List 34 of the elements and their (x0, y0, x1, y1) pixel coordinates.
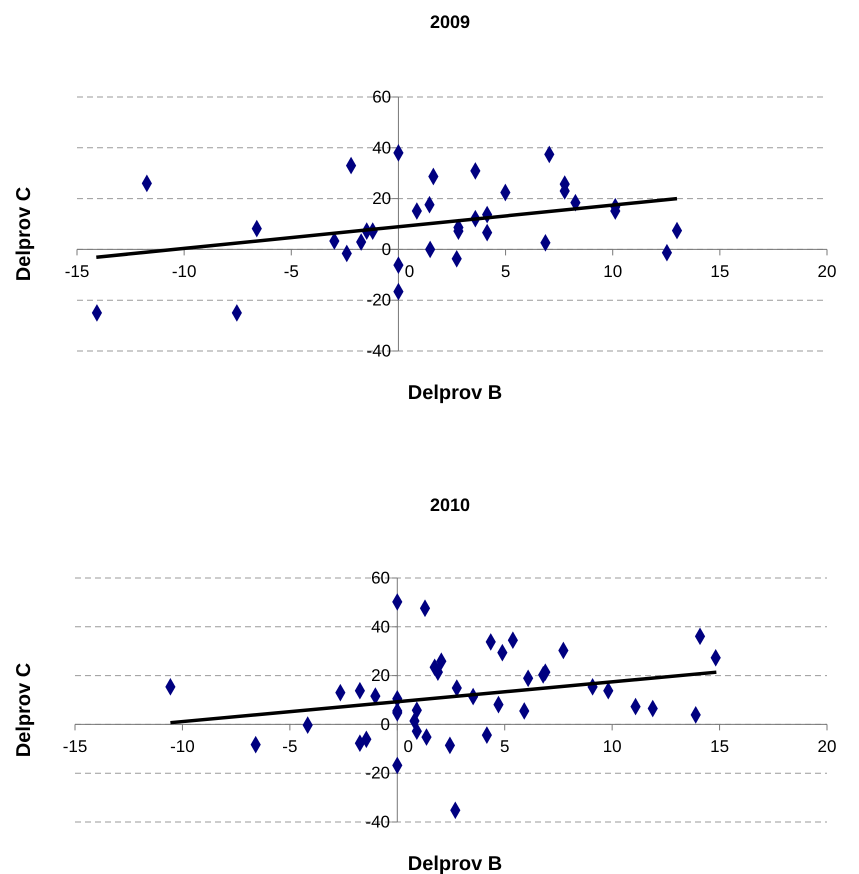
chart-title: 2010 (430, 495, 470, 515)
x-tick-label: 15 (710, 737, 730, 756)
x-tick-label: 15 (710, 262, 730, 282)
x-tick-label: -15 (64, 262, 90, 282)
y-tick-label: -40 (366, 341, 392, 360)
x-tick-label: 5 (500, 262, 510, 282)
y-tick-label: -40 (365, 812, 390, 832)
x-tick-label: -5 (282, 737, 298, 756)
y-tick-label: 40 (372, 138, 392, 158)
x-axis-title: Delprov B (408, 382, 502, 404)
x-tick-label: -10 (170, 737, 195, 756)
y-tick-label: 0 (382, 240, 392, 259)
x-tick-label: -15 (62, 737, 88, 756)
x-axis-title: Delprov B (408, 853, 502, 874)
x-tick-label: 20 (818, 737, 836, 756)
y-tick-label: 20 (371, 666, 390, 686)
x-tick-label: 0 (404, 262, 414, 282)
y-axis-title: Delprov C (13, 186, 35, 282)
x-tick-label: 10 (602, 737, 622, 756)
y-tick-label: 0 (380, 714, 390, 734)
y-tick-label: -20 (366, 290, 392, 310)
y-tick-label: 40 (371, 617, 390, 636)
x-tick-label: 0 (404, 737, 414, 756)
y-tick-label: -20 (365, 764, 390, 783)
chart-title: 2009 (430, 12, 470, 32)
x-tick-label: 20 (818, 262, 836, 282)
y-tick-label: 60 (371, 568, 390, 588)
y-axis-title: Delprov C (13, 662, 35, 758)
y-tick-label: 20 (372, 189, 392, 208)
x-tick-label: 10 (603, 262, 622, 282)
x-tick-label: 5 (500, 737, 510, 756)
y-tick-label: 60 (372, 87, 392, 106)
x-tick-label: -5 (284, 262, 299, 282)
x-tick-label: -10 (172, 262, 196, 282)
